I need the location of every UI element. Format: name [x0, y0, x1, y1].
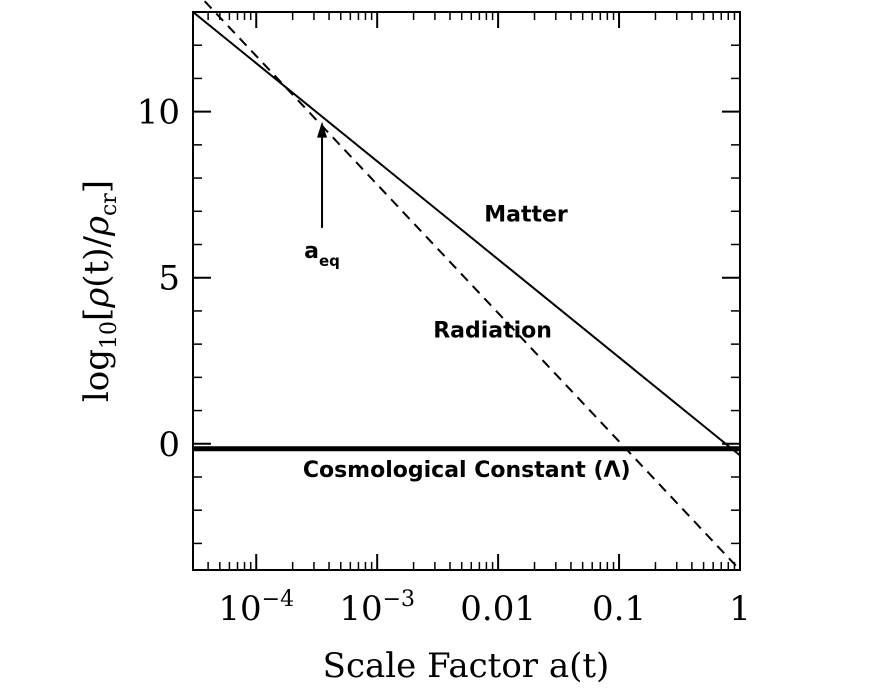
x-axis-title: Scale Factor a(t) — [323, 646, 610, 686]
y-tick-label: 10 — [137, 93, 180, 133]
x-tick-label: 10−3 — [339, 587, 415, 629]
y-axis-title: log10[ρ(t)/ρcr] — [77, 180, 122, 402]
annotation-layer: aeq Matter Radiation Cosmological Consta… — [303, 121, 631, 483]
x-tick-label: 0.01 — [460, 589, 536, 629]
series-layer — [192, 0, 741, 571]
a-eq-arrow-head — [317, 121, 328, 138]
major-ticks — [193, 12, 741, 570]
plot-frame — [192, 11, 741, 571]
y-tick-label: 0 — [158, 425, 180, 465]
x-tick-label: 1 — [729, 589, 751, 629]
series-line-1 — [202, 0, 741, 571]
radiation-label: Radiation — [433, 319, 552, 344]
x-tick-label: 0.1 — [592, 589, 646, 629]
a-eq-label: aeq — [304, 239, 340, 270]
matter-label: Matter — [484, 202, 568, 227]
x-tick-label: 10−4 — [218, 587, 294, 629]
series-line-0 — [192, 11, 741, 457]
y-tick-label: 5 — [158, 259, 180, 299]
lambda-label: Cosmological Constant (Λ) — [303, 458, 631, 483]
minor-ticks — [192, 11, 740, 570]
